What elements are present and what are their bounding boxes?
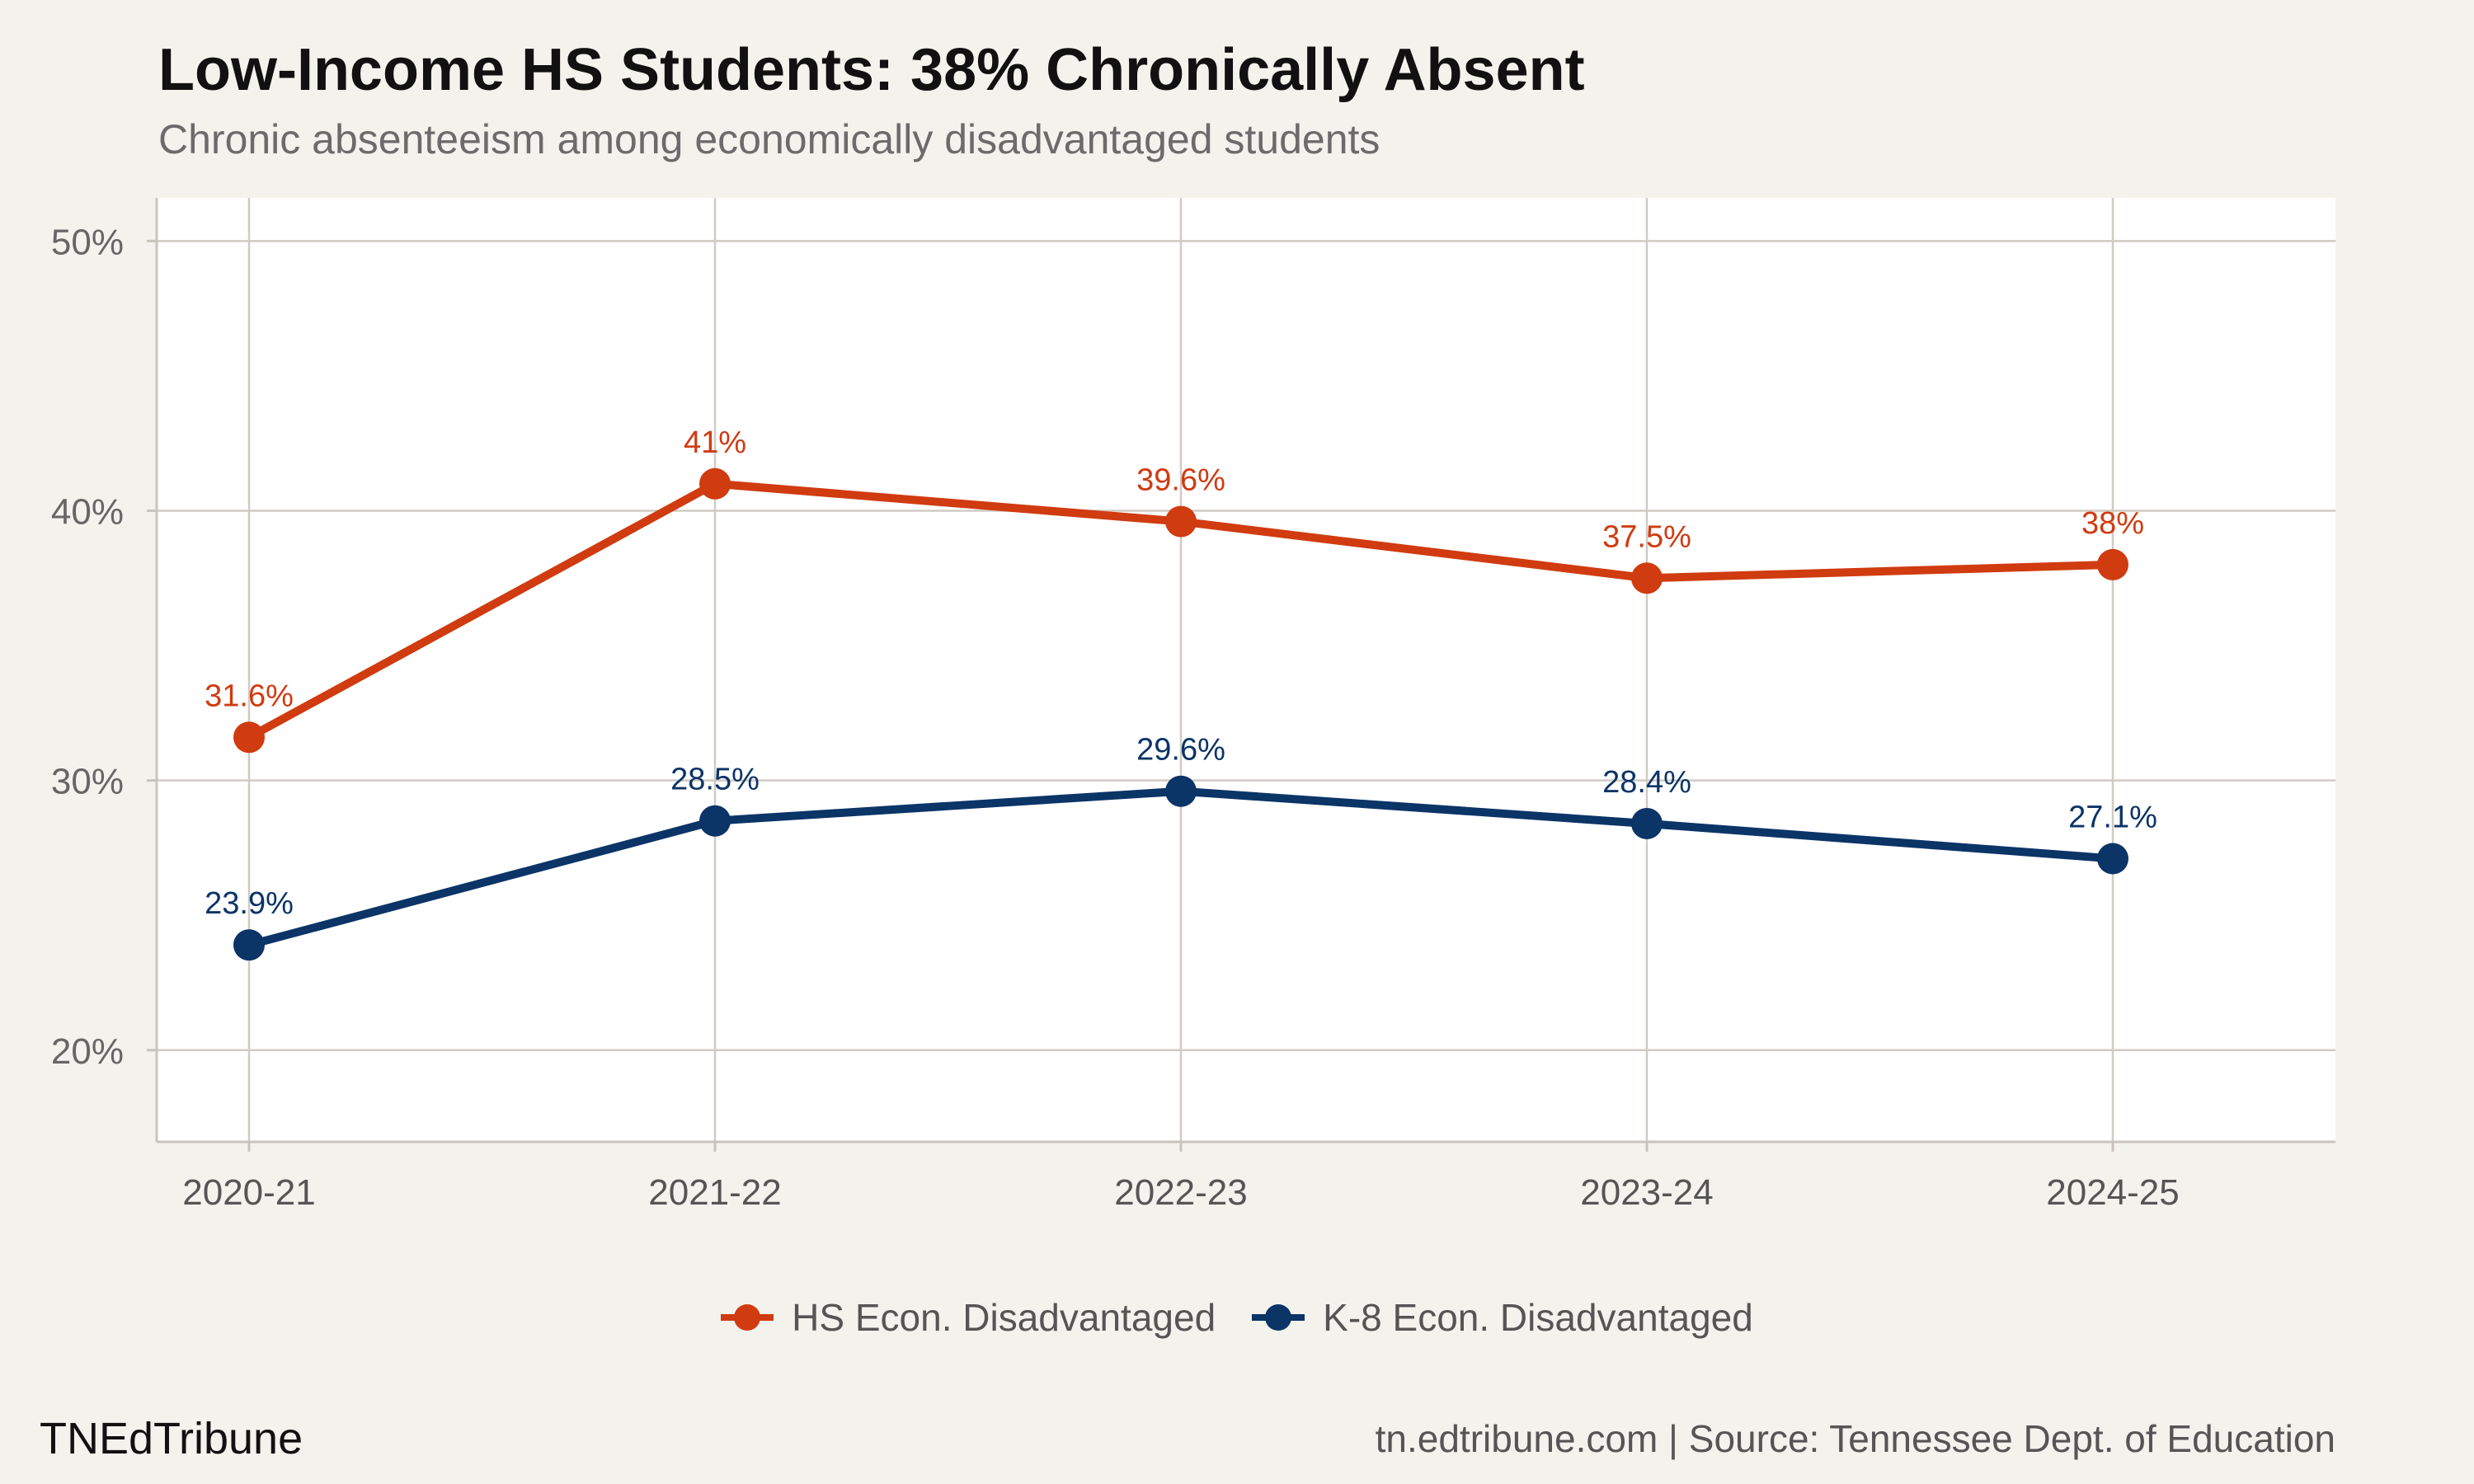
x-tick-label: 2023-24: [1580, 1172, 1713, 1213]
legend-key-k8: [1252, 1301, 1305, 1334]
data-point: [1631, 807, 1663, 839]
y-axis-ticks: 20% 30% 40% 50%: [51, 222, 157, 1072]
x-tick-label: 2024-25: [2046, 1172, 2179, 1213]
data-label: 23.9%: [205, 886, 294, 921]
series-group: 31.6% 41% 39.6% 37.5% 38% 23.9% 28.5% 29.6% 28.4…: [205, 425, 2157, 961]
data-point: [2097, 843, 2128, 875]
data-label: 27.1%: [2068, 801, 2157, 835]
data-label: 38%: [2081, 506, 2144, 541]
data-point: [699, 467, 731, 500]
data-label: 28.5%: [670, 763, 760, 797]
data-point: [233, 721, 265, 754]
data-label: 28.4%: [1602, 765, 1691, 800]
legend-item-k8: K-8 Econ. Disadvantaged: [1252, 1295, 1753, 1340]
legend-dot-hs: [734, 1304, 761, 1331]
grid-lines: [157, 198, 2335, 1142]
plot-panel: [157, 198, 2335, 1142]
legend: HS Econ. Disadvantaged K-8 Econ. Disadva…: [0, 1291, 2474, 1344]
y-tick-label: 20%: [51, 1031, 124, 1072]
legend-item-hs: HS Econ. Disadvantaged: [721, 1295, 1216, 1340]
data-point: [699, 805, 731, 837]
x-tick-label: 2020-21: [182, 1172, 315, 1213]
data-point: [1631, 562, 1663, 594]
chart-title: Low-Income HS Students: 38% Chronically …: [158, 37, 1585, 103]
y-tick-label: 30%: [51, 762, 124, 802]
data-label: 37.5%: [1602, 519, 1691, 554]
data-point: [2097, 548, 2128, 580]
footer-brand: TNEdTribune: [40, 1414, 303, 1463]
data-point: [1165, 505, 1197, 538]
data-label: 39.6%: [1136, 463, 1225, 498]
legend-dot-k8: [1265, 1304, 1292, 1331]
footer-source: tn.edtribune.com | Source: Tennessee Dep…: [1375, 1417, 2335, 1460]
x-axis-ticks: 2020-21 2021-22 2022-23 2023-24 2024-25: [182, 1142, 2180, 1213]
legend-key-hs: [721, 1301, 774, 1334]
data-label: 41%: [684, 425, 746, 460]
data-point: [1165, 775, 1197, 807]
series-hs: 31.6% 41% 39.6% 37.5% 38%: [205, 425, 2144, 754]
legend-label-hs: HS Econ. Disadvantaged: [792, 1296, 1216, 1339]
chart-subtitle: Chronic absenteeism among economically d…: [158, 116, 1380, 162]
series-k8: 23.9% 28.5% 29.6% 28.4% 27.1%: [205, 733, 2157, 961]
data-label: 31.6%: [205, 679, 294, 713]
y-tick-label: 50%: [51, 222, 124, 262]
legend-label-k8: K-8 Econ. Disadvantaged: [1323, 1296, 1753, 1339]
y-tick-label: 40%: [51, 491, 124, 532]
data-label: 29.6%: [1136, 733, 1225, 768]
x-tick-label: 2022-23: [1114, 1172, 1247, 1213]
data-point: [233, 929, 265, 961]
x-tick-label: 2021-22: [648, 1172, 781, 1213]
